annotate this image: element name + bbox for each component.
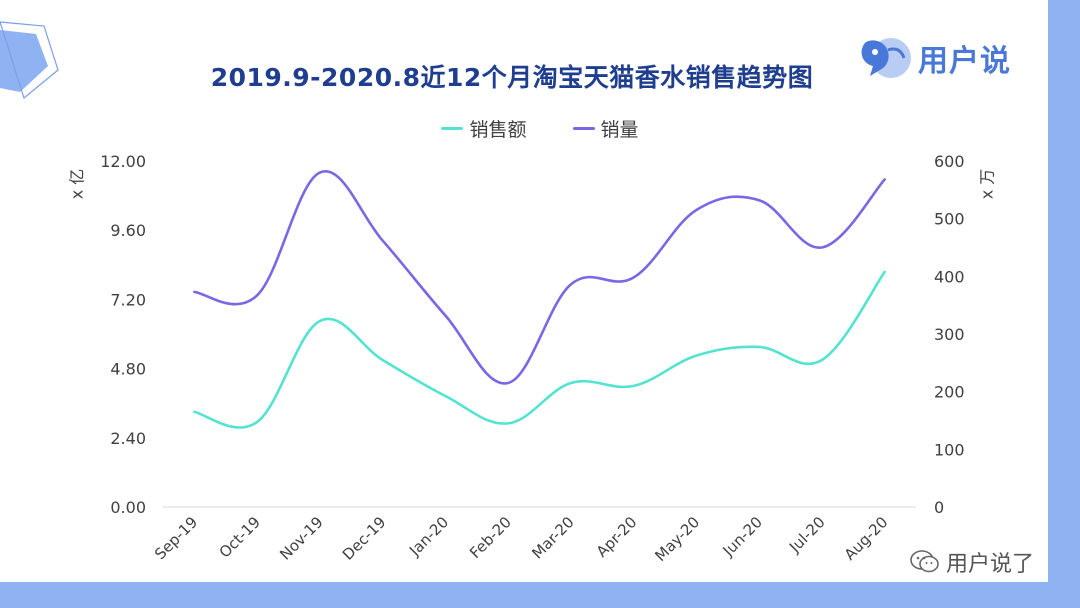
brand-logo: 用户说 (860, 30, 1011, 86)
x-tick-label: Nov-19 (276, 513, 326, 563)
legend-item-sales: 销售额 (441, 115, 527, 142)
x-tick-label: Mar-20 (528, 513, 577, 562)
x-tick-label: Dec-19 (339, 513, 390, 564)
x-tick-label: May-20 (651, 513, 703, 565)
watermark: 用户说了 (910, 546, 1034, 578)
y-right-tick-label: 0 (934, 498, 944, 517)
legend-label-volume: 销量 (600, 119, 639, 141)
wechat-icon (910, 550, 939, 573)
y-right-tick-label: 400 (934, 267, 965, 286)
x-tick-label: Jan-20 (405, 513, 452, 560)
y-right-tick-label: 600 (934, 152, 965, 171)
corner-decoration (0, 21, 59, 100)
y-left-tick-label: 4.80 (110, 360, 146, 379)
x-tick-label: Apr-20 (593, 513, 641, 561)
legend-item-volume: 销量 (572, 115, 639, 142)
chart-legend: 销售额 销量 (0, 115, 1080, 142)
y-left-tick-label: 7.20 (110, 290, 146, 309)
series-line-volume (193, 170, 886, 385)
x-tick-label: Oct-19 (216, 513, 264, 561)
y-left-tick-label: 9.60 (110, 221, 146, 240)
y-right-tick-label: 100 (934, 440, 965, 459)
frame-right-band (1048, 0, 1080, 608)
y-left-tick-label: 12.00 (100, 152, 146, 171)
legend-swatch-volume (572, 127, 595, 130)
y-left-tick-label: 0.00 (110, 498, 146, 517)
series-line-sales (193, 270, 886, 429)
y-right-tick-label: 300 (934, 325, 965, 344)
y-right-tick-label: 500 (934, 210, 965, 229)
logo-text: 用户说 (918, 44, 1011, 79)
y-right-tick-label: 200 (934, 383, 965, 402)
chat-bubble-logo-icon (861, 38, 911, 78)
frame-bottom-band (0, 582, 1080, 608)
chart-title: 2019.9-2020.8近12个月淘宝天猫香水销售趋势图 (210, 63, 814, 92)
x-tick-label: Sep-19 (151, 513, 201, 563)
x-tick-label: Jul-20 (785, 513, 829, 557)
legend-label-sales: 销售额 (469, 119, 527, 141)
x-tick-label: Jun-20 (719, 513, 766, 560)
y-left-tick-label: 2.40 (110, 429, 146, 448)
legend-swatch-sales (441, 127, 464, 130)
x-tick-label: Feb-20 (466, 513, 515, 562)
x-tick-label: Aug-20 (841, 513, 892, 564)
watermark-text: 用户说了 (945, 552, 1034, 577)
